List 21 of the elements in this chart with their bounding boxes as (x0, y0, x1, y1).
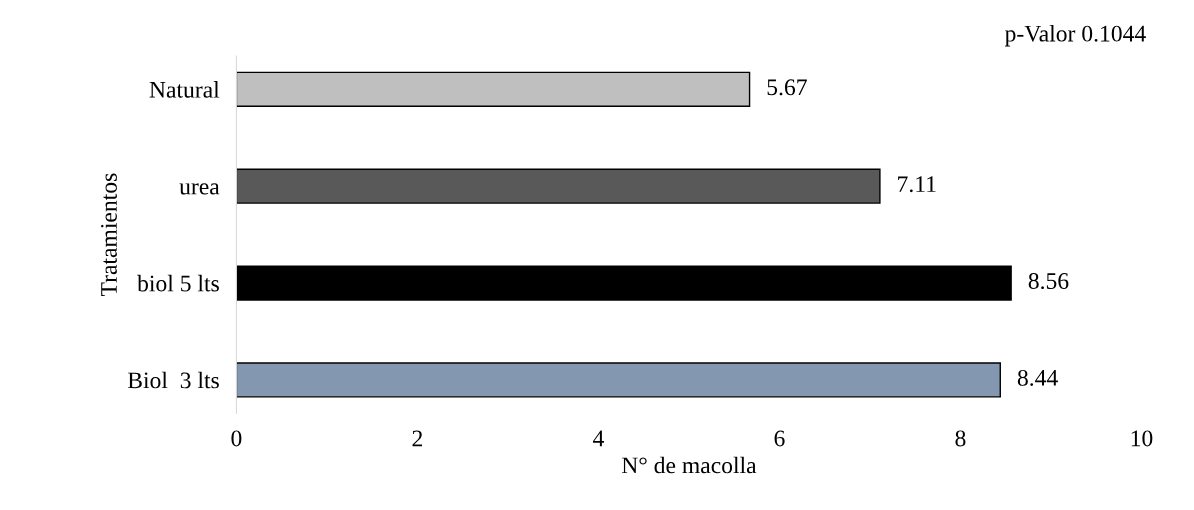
bar (236, 362, 1001, 398)
data-label: 5.67 (767, 79, 807, 96)
x-tick-label: 6 (774, 430, 785, 447)
x-axis-title: N° de macolla (621, 456, 757, 474)
text: p-Valor 0.1044 (1004, 24, 1146, 47)
y-tick-label: biol 5 lts (137, 274, 219, 292)
bar (236, 71, 751, 107)
bar (236, 265, 1012, 301)
y-axis-title: Tratamientos (101, 173, 117, 297)
y-tick-label: urea (179, 183, 220, 195)
x-tick-label: 2 (412, 430, 423, 447)
y-tick-label: Biol 3 lts (127, 371, 219, 389)
bar (236, 168, 881, 204)
data-label: 7.11 (898, 176, 936, 193)
x-tick-label: 0 (231, 430, 242, 447)
x-tick-label: 8 (955, 430, 966, 447)
data-label: 8.44 (1017, 369, 1058, 386)
data-label: 8.56 (1028, 273, 1069, 290)
x-tick-label: 4 (592, 430, 604, 447)
x-tick-label: 10 (1131, 430, 1153, 447)
y-tick-label: Natural (149, 81, 220, 98)
